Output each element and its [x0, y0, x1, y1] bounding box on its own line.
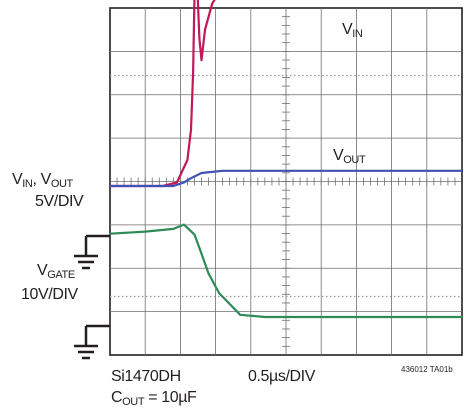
- channel-3-scale: 10V/DIV: [21, 286, 78, 303]
- ground-marker-ch1: [74, 234, 110, 270]
- trace-vout: [108, 169, 464, 188]
- timebase-label: 0.5µs/DIV: [248, 368, 315, 385]
- channel-1-2-label: VIN, VOUT: [12, 171, 73, 190]
- scope-grid: [109, 7, 463, 356]
- output-capacitance: COUT = 10µF: [111, 389, 197, 408]
- ground-marker-ch3: [74, 324, 110, 360]
- trace-vin: [108, 0, 216, 188]
- trace-label-vin: VIN: [342, 21, 363, 40]
- scope-traces: [108, 0, 464, 319]
- trace-label-vout: VOUT: [333, 147, 366, 166]
- trace-vgate: [108, 223, 464, 319]
- channel-1-2-scale: 5V/DIV: [35, 193, 84, 210]
- part-number: Si1470DH: [111, 368, 181, 385]
- figure-id: 436012 TA01b: [401, 365, 453, 374]
- ground-markers: [74, 234, 110, 360]
- channel-3-label: VGATE: [37, 262, 75, 281]
